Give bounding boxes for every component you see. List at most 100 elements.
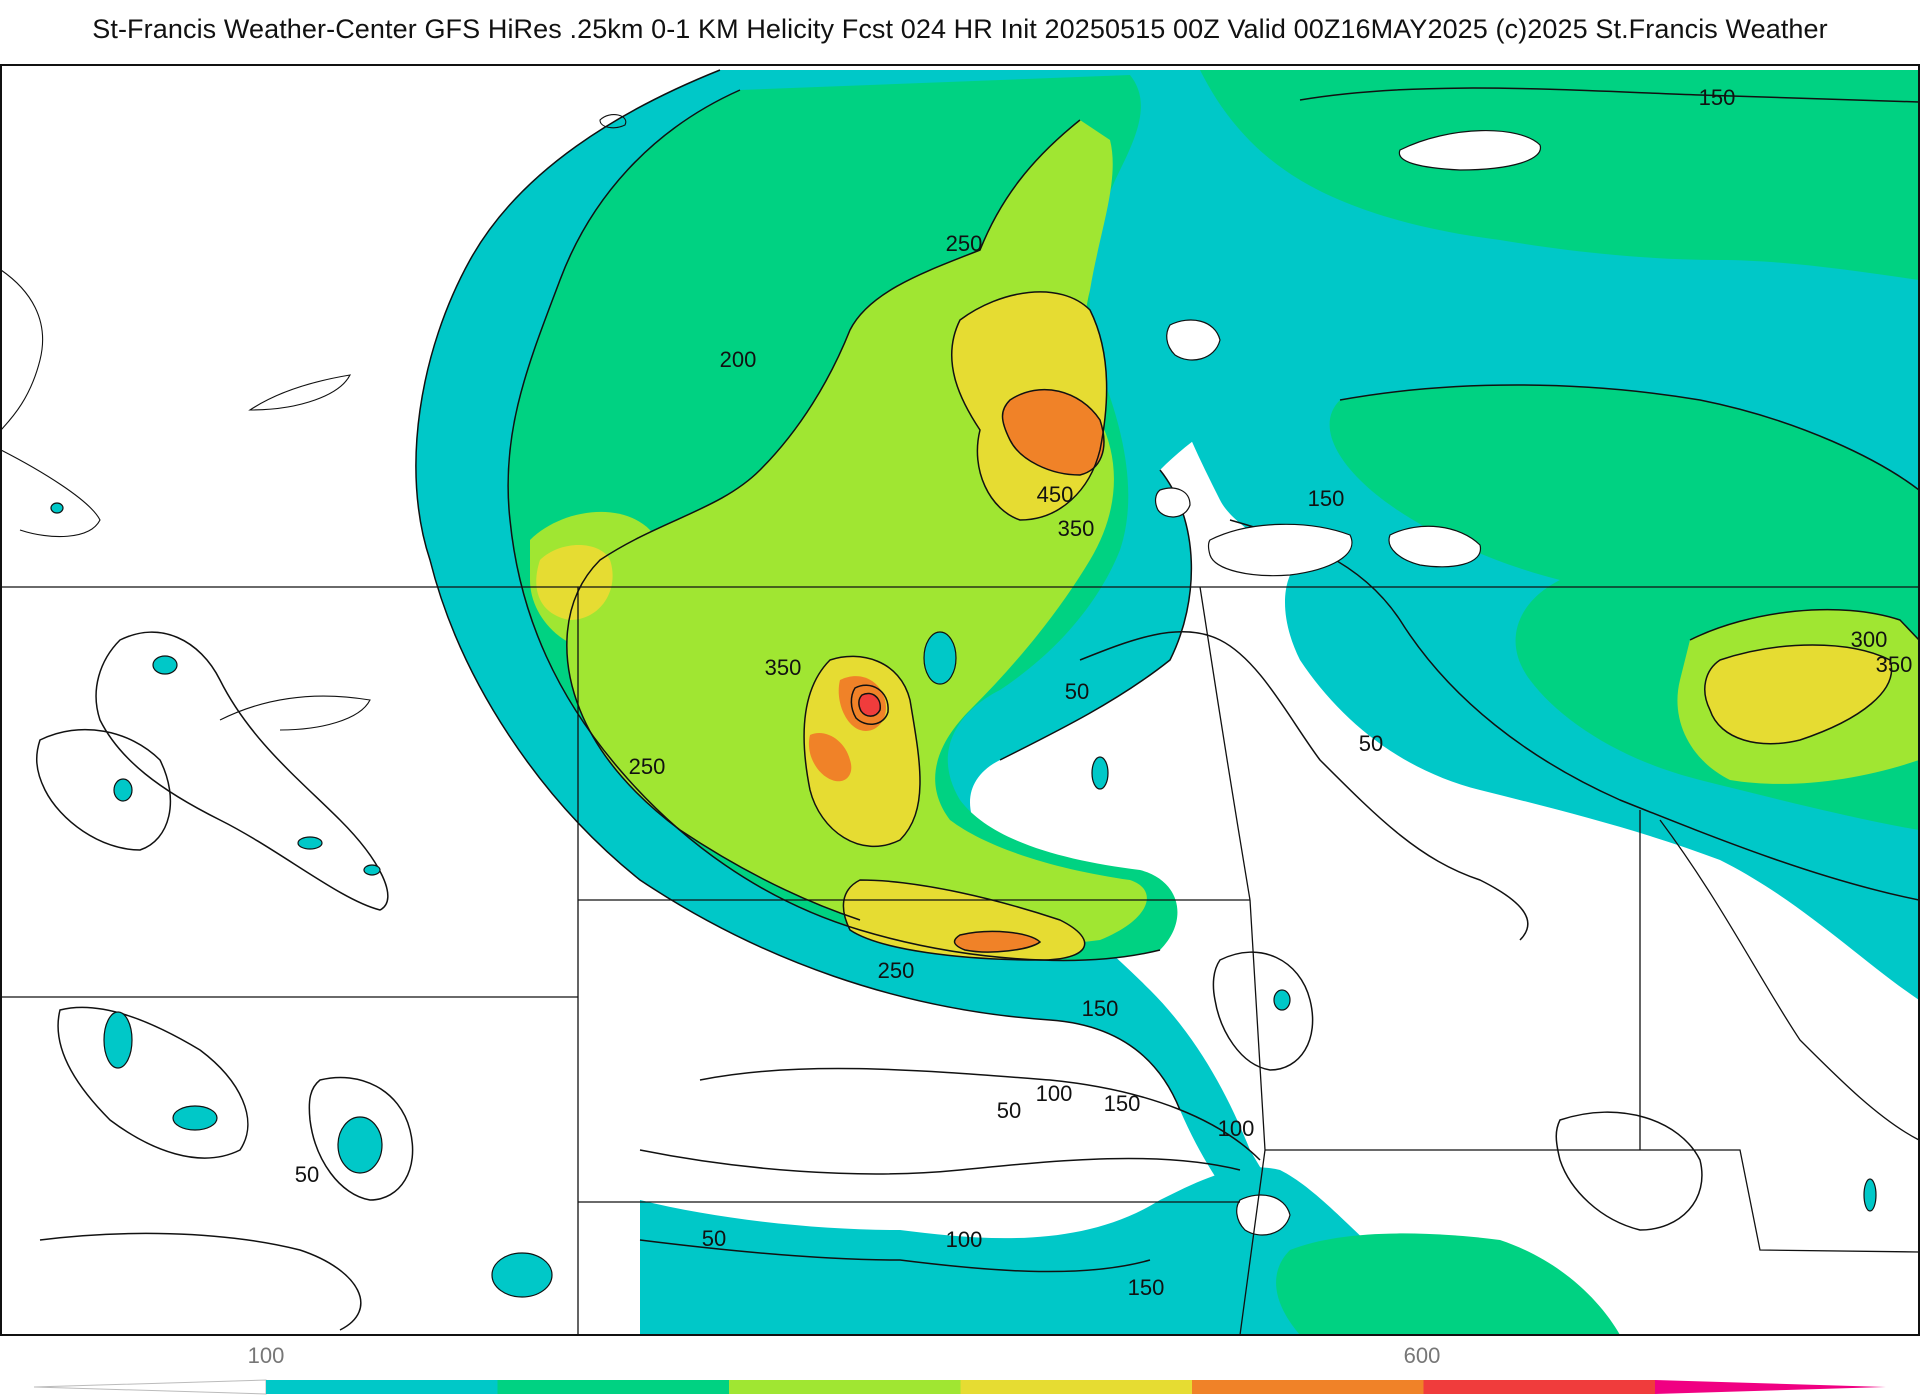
contour-label: 150 <box>1128 1275 1165 1300</box>
blob <box>103 1011 133 1069</box>
contour-line <box>850 684 889 725</box>
lake-shape <box>1236 1194 1291 1236</box>
coastline <box>599 114 627 129</box>
coastline <box>0 449 101 538</box>
helicity-fill-layer <box>415 70 1919 1335</box>
contour-line <box>57 1006 249 1159</box>
contour-line <box>1299 87 1919 103</box>
contour-line <box>1339 384 1919 491</box>
helicity-area-orange-north <box>1002 389 1104 475</box>
blob <box>1091 756 1109 790</box>
contour-line <box>639 1239 1151 1273</box>
contour-label: 50 <box>702 1226 726 1251</box>
contour-line <box>999 469 1193 761</box>
colorbar-right-extension <box>1655 1380 1886 1394</box>
blob <box>113 778 133 802</box>
blob <box>1273 989 1291 1011</box>
colorbar-tick-label: 600 <box>1404 1343 1441 1368</box>
colorbar-segment <box>1423 1380 1656 1394</box>
contour-line <box>1079 630 1529 941</box>
contour-label: 150 <box>1082 996 1119 1021</box>
contour-label: 100 <box>1036 1081 1073 1106</box>
colorbar-left-extension <box>33 1379 267 1395</box>
coastline <box>248 374 351 411</box>
contour-line <box>842 879 1086 961</box>
contour-label: 250 <box>878 958 915 983</box>
contour-label: 250 <box>946 231 983 256</box>
contour-label: 50 <box>1065 679 1089 704</box>
lake-shape <box>1388 525 1481 568</box>
contour-line <box>1001 388 1105 476</box>
colorbar-segment <box>1192 1380 1424 1394</box>
contour-line <box>308 1076 414 1201</box>
lake-features <box>1154 129 1541 1236</box>
blob <box>50 502 64 514</box>
contour-line <box>803 655 921 847</box>
contour-label: 100 <box>946 1227 983 1252</box>
lake-shape <box>1207 523 1353 577</box>
contour-line <box>1555 1111 1703 1231</box>
blob <box>1863 1178 1877 1212</box>
helicity-area-yellow-mid <box>804 656 920 847</box>
contour-line <box>699 1067 1261 1161</box>
scattered-blobs <box>50 502 1877 1298</box>
contour-line <box>507 89 1161 962</box>
contour-line <box>1704 644 1893 745</box>
helicity-contour-lines <box>35 69 1919 1331</box>
helicity-area-yellow-east <box>1704 645 1892 744</box>
contour-label: 450 <box>1037 482 1074 507</box>
helicity-area-green-south <box>1276 1233 1620 1335</box>
contour-line <box>95 631 389 911</box>
colorbar-segment <box>497 1380 730 1394</box>
helicity-area-orange-south <box>954 931 1040 953</box>
coastlines <box>0 114 627 731</box>
coastline <box>0 269 44 431</box>
contour-label: 50 <box>295 1162 319 1187</box>
state-boundary <box>1659 819 1920 1141</box>
contour-line <box>858 692 881 717</box>
contour-labels: 150 200 250 450 350 150 350 250 50 50 30… <box>295 85 1913 1300</box>
blob <box>152 655 178 675</box>
colorbar-segment <box>960 1380 1193 1394</box>
colorbar-tick-label: 100 <box>248 1343 285 1368</box>
contour-label: 150 <box>1308 486 1345 511</box>
blob <box>297 836 323 850</box>
lake-shape <box>1398 129 1541 171</box>
coastline <box>219 695 371 731</box>
contour-label: 350 <box>1876 652 1913 677</box>
blob <box>337 1116 383 1174</box>
map-title: St-Francis Weather-Center GFS HiRes .25k… <box>92 14 1828 44</box>
contour-line <box>39 1232 362 1331</box>
lake-shape <box>1154 487 1191 518</box>
colorbar-segment <box>266 1380 498 1394</box>
helicity-area-green-east <box>1200 70 1919 280</box>
state-boundary <box>1265 1149 1920 1253</box>
helicity-area-yellow-west <box>536 545 613 620</box>
helicity-area-orange-mid2 <box>808 732 852 782</box>
helicity-area-red-core <box>858 693 881 717</box>
contour-line <box>566 119 1081 921</box>
blob <box>363 864 381 876</box>
contour-line <box>639 1149 1241 1175</box>
contour-label: 150 <box>1104 1091 1141 1116</box>
contour-label: 50 <box>997 1098 1021 1123</box>
contour-line <box>951 291 1108 521</box>
map-frame <box>0 64 1920 1336</box>
contour-label: 100 <box>1218 1116 1255 1141</box>
contour-line <box>415 69 1181 1111</box>
contour-label: 300 <box>1851 627 1888 652</box>
blob <box>923 631 957 685</box>
colorbar-segments <box>33 1379 1886 1395</box>
contour-label: 150 <box>1699 85 1736 110</box>
colorbar-segment <box>729 1380 961 1394</box>
contour-label: 50 <box>1359 731 1383 756</box>
blob <box>491 1252 553 1298</box>
contour-line <box>35 728 172 851</box>
contour-line <box>953 930 1042 953</box>
contour-label: 200 <box>720 347 757 372</box>
contour-line <box>1212 951 1314 1071</box>
lake-shape <box>1166 319 1221 361</box>
state-boundary <box>1199 586 1251 901</box>
